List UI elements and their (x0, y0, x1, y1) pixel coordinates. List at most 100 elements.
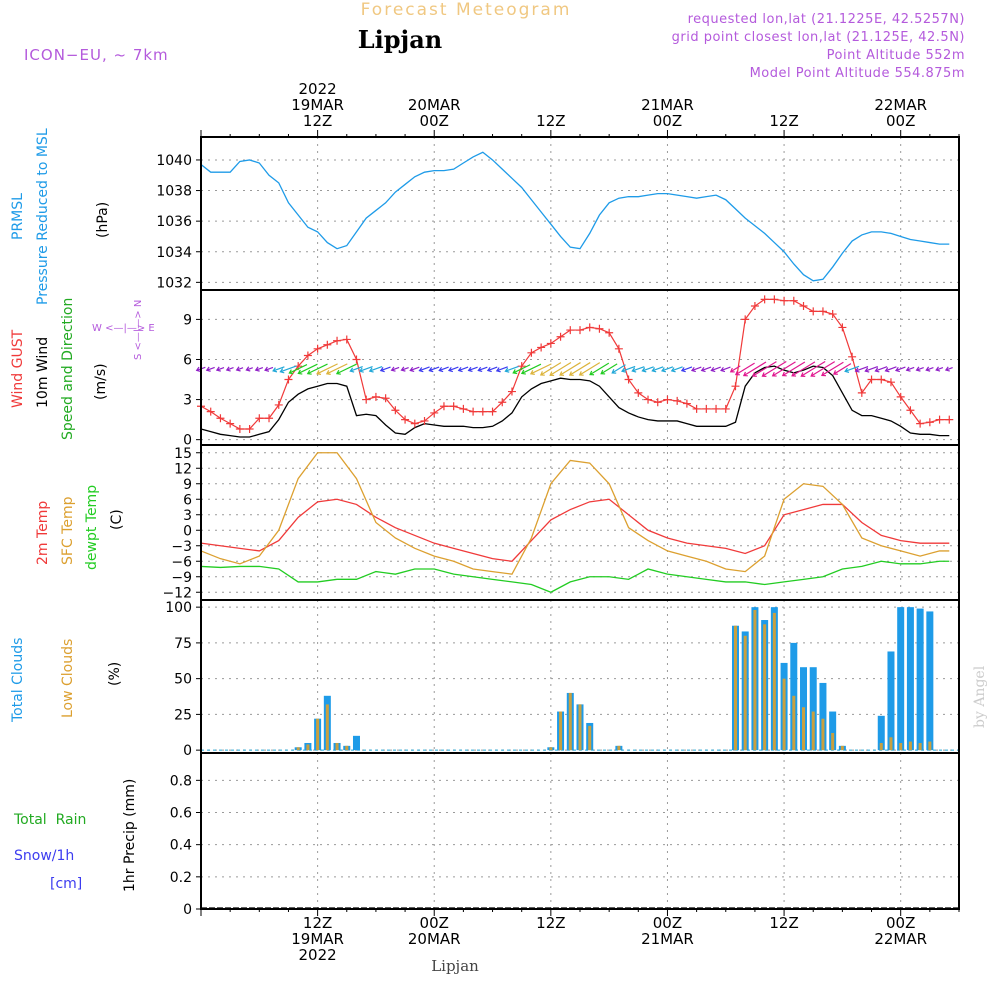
pressure-label-1: PRMSL (10, 193, 26, 240)
wind-gust-point (546, 339, 555, 348)
wind-direction-arrow (264, 366, 274, 372)
clouds-ytick-label: 25 (174, 707, 192, 723)
temperature-ytick-label: 3 (183, 508, 192, 524)
wind-gust-point (537, 343, 546, 352)
wind-speed-line (200, 365, 950, 438)
wind-direction-arrow (670, 366, 683, 373)
total-clouds-bar (897, 607, 905, 751)
wind-gust-point (478, 407, 487, 416)
wind-gust-point (226, 419, 235, 428)
wind-direction-arrow (409, 366, 420, 373)
low-clouds-bar (559, 711, 563, 751)
wind-direction-arrow (390, 366, 400, 372)
bottom-time-label: 12Z (769, 914, 798, 932)
wind-gust-point (265, 414, 274, 423)
low-clouds-bar (802, 707, 806, 751)
wind-speed-label: 10m Wind (35, 337, 51, 408)
bottom-time-label: 00Z (420, 914, 449, 932)
wind-gust-point (877, 375, 886, 384)
wind-direction-arrow (254, 366, 264, 372)
temp-sfc-line (200, 452, 950, 575)
wind-direction-arrow (512, 364, 531, 375)
top-time-label: 2022 (299, 80, 337, 98)
pressure-ytick-label: 1032 (156, 275, 192, 291)
wind-gust-point (595, 324, 604, 333)
top-time-label: 00Z (653, 112, 682, 130)
wind-gust-point (391, 406, 400, 415)
wind-direction-arrow (874, 366, 888, 373)
wind-direction-arrow (641, 366, 654, 373)
top-time-label: 00Z (420, 112, 449, 130)
temperature-ytick-label: 15 (174, 446, 192, 462)
wind-labels: Wind GUST 10m Wind Speed and Direction (… (10, 298, 155, 440)
precip-frame (200, 752, 960, 910)
wind-gust-point (886, 378, 895, 387)
wind-gust-point (731, 382, 740, 391)
wind-gust-point (235, 424, 244, 433)
total-clouds-bar (887, 651, 895, 751)
wind-direction-arrow (935, 366, 944, 372)
temperature-ytick-label: −12 (162, 585, 192, 601)
wind-gust-point (342, 335, 351, 344)
low-clouds-bar (928, 741, 932, 751)
grid-point-coords: grid point closest lon,lat (21.125E, 42.… (672, 30, 965, 45)
pressure-line (200, 151, 950, 282)
wind-gust-point (605, 328, 614, 337)
low-clouds-bar (782, 678, 786, 751)
pressure-ytick-label: 1036 (156, 214, 192, 230)
wind-direction-arrow (894, 366, 906, 373)
precip-ytick-label: 0.2 (170, 870, 192, 886)
total-clouds-bar (877, 715, 885, 751)
wind-direction-arrow (368, 366, 383, 373)
total-clouds-bar (352, 735, 360, 751)
wind-direction-arrow (791, 361, 816, 377)
wind-direction-arrow (438, 366, 449, 373)
bottom-time-label: 20MAR (408, 930, 461, 948)
temperature-labels: 2m Temp SFC Temp dewpt Temp (C) (35, 485, 125, 570)
precip-panel: 0 0.2 0.4 0.6 0.8 (170, 753, 959, 918)
wind-panel: 0 3 6 9 (183, 290, 959, 449)
low-clouds-bar (831, 732, 835, 751)
pressure-unit: (hPa) (95, 202, 111, 238)
snow-unit-label: [cm] (50, 876, 82, 892)
wind-direction-arrow (761, 361, 787, 377)
bottom-time-label: 12Z (303, 914, 332, 932)
wind-direction-arrow (477, 366, 488, 373)
wind-ytick-label: 6 (183, 352, 192, 368)
wind-direction-arrow (690, 366, 702, 373)
snow-label: Snow/1h (14, 848, 74, 864)
temperature-ytick-label: 6 (183, 492, 192, 508)
bottom-time-label: 00Z (653, 914, 682, 932)
bottom-time-label: 00Z (886, 914, 915, 932)
wind-direction-arrow (288, 364, 308, 375)
wind-gust-point (303, 351, 312, 360)
wind-gust-point (585, 323, 594, 332)
temperature-ytick-label: −6 (171, 554, 192, 570)
wind-gust-point (274, 400, 283, 409)
wind-direction-arrow (539, 362, 562, 376)
wind-gust-point (867, 375, 876, 384)
wind-direction-arrow (205, 366, 215, 372)
wind-direction-arrow (751, 361, 777, 377)
low-clouds-bar (840, 745, 844, 751)
low-clouds-bar (325, 704, 329, 751)
wind-gust-point (352, 355, 361, 364)
wind-gust-point (857, 388, 866, 397)
location-title: Lipjan (358, 25, 442, 54)
low-clouds-bar (578, 704, 582, 751)
wind-gust-point (459, 404, 468, 413)
wind-gust-point (673, 396, 682, 405)
pressure-label-2: Pressure Reduced to MSL (35, 128, 51, 305)
total-clouds-bar (819, 682, 827, 751)
wind-direction-arrow (272, 366, 285, 373)
wind-ytick-label: 0 (183, 433, 192, 449)
wind-gust-point (848, 352, 857, 361)
low-clouds-bar (306, 744, 310, 751)
wind-gust-point (576, 326, 584, 335)
wind-gust-line (200, 298, 950, 430)
wind-direction-arrow (559, 362, 581, 376)
wind-direction-arrow (844, 365, 860, 373)
wind-direction-arrow (742, 361, 767, 377)
wind-gust-point (624, 375, 633, 384)
wind-direction-arrow (379, 366, 391, 373)
